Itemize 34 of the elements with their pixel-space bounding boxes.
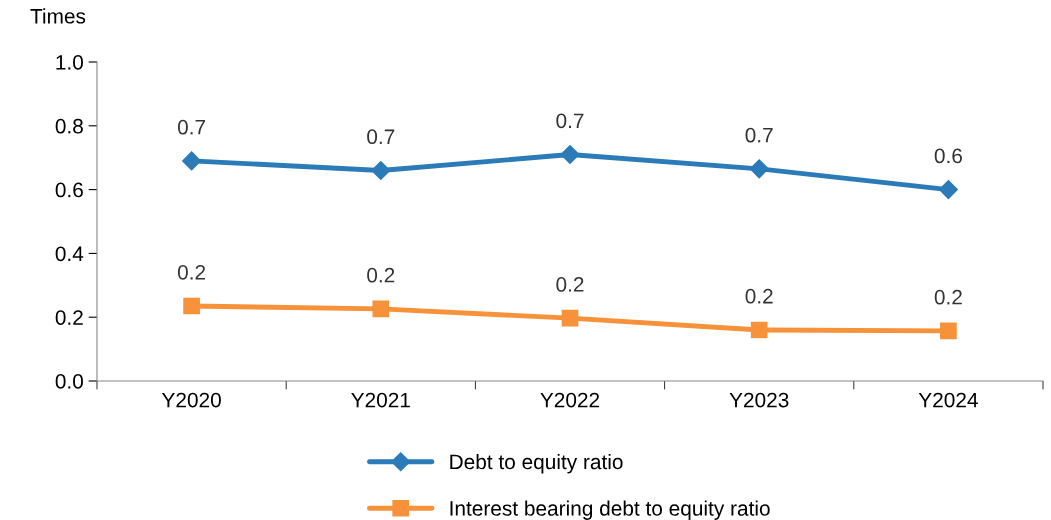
point [183,297,200,315]
point [371,160,391,180]
point [940,322,957,340]
data-label: 0.6 [934,148,962,164]
x-tick-label: Y2021 [351,392,410,408]
point [561,309,579,327]
data-label: 0.2 [367,267,395,283]
point [749,159,769,179]
point [938,180,958,200]
y-tick-label: 0.4 [55,246,84,262]
y-tick-label: 0.8 [55,118,83,134]
point [560,144,580,165]
data-label: 0.2 [556,277,584,292]
point [750,321,768,339]
x-tick-label: Y2024 [918,392,978,408]
data-label: 0.7 [177,119,206,135]
legend-label: Interest bearing debt to equity ratio [450,500,770,520]
x-tick-label: Y2022 [540,392,600,408]
legend-label: Debt to equity ratio [450,453,623,474]
y-tick-label: 1.0 [56,55,83,70]
y-tick-label: 0.2 [55,310,83,325]
data-label: 0.2 [745,288,773,304]
data-label: 0.7 [556,113,584,129]
data-label: 0.7 [367,129,395,145]
y-axis-title: Times [30,8,86,24]
data-label: 0.2 [177,264,206,280]
y-tick-label: 0.6 [55,182,83,198]
data-label: 0.7 [745,127,773,143]
y-tick-label: 0.0 [55,374,83,389]
point [182,151,202,171]
x-tick-label: Y2020 [161,392,221,408]
x-tick-label: Y2023 [729,392,789,408]
data-label: 0.2 [934,289,962,305]
point [372,300,390,318]
